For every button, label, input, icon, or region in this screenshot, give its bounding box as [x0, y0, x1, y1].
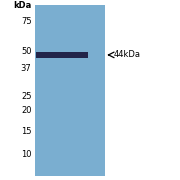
Text: 37: 37	[21, 64, 31, 73]
Text: 75: 75	[21, 17, 32, 26]
Text: 15: 15	[21, 127, 32, 136]
Text: 44kDa: 44kDa	[113, 50, 140, 59]
Text: 20: 20	[21, 106, 32, 115]
Text: kDa: kDa	[13, 1, 32, 10]
Text: 25: 25	[21, 92, 32, 101]
Text: 50: 50	[21, 47, 32, 56]
Bar	[36, 52, 88, 58]
Bar	[35, 4, 105, 176]
Text: 10: 10	[21, 150, 32, 159]
